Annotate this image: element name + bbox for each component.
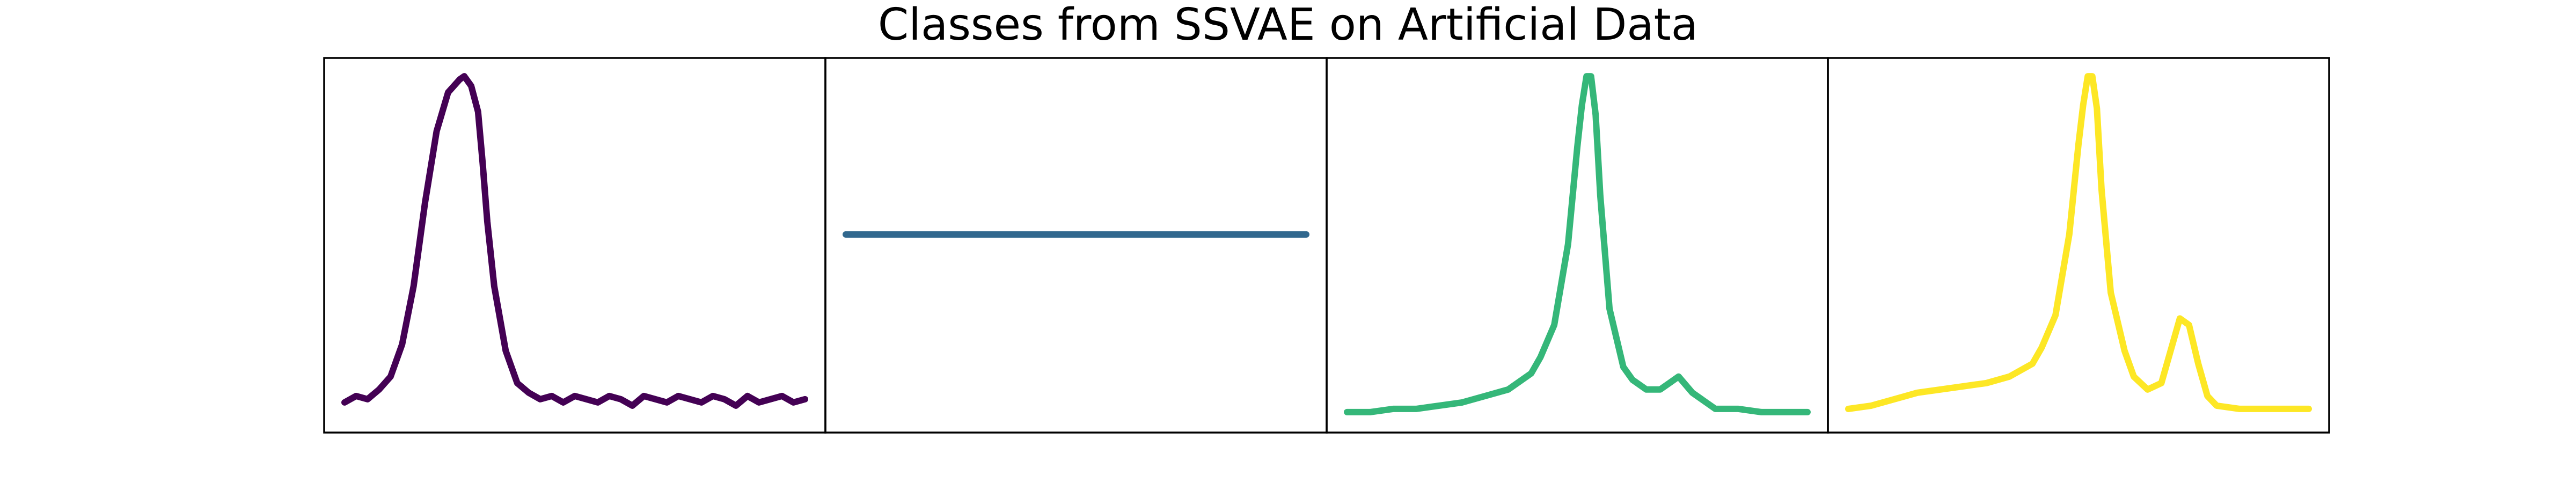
panel-1 <box>323 57 826 434</box>
panel-frame <box>1827 57 2330 434</box>
panels-layer <box>323 57 2330 434</box>
series-line-3 <box>1344 73 1811 415</box>
series-line-4 <box>1845 73 2312 412</box>
panel-3 <box>1326 57 1829 434</box>
panel-frame <box>1326 57 1829 434</box>
chart-title: Classes from SSVAE on Artificial Data <box>878 0 1698 50</box>
panel-4 <box>1827 57 2330 434</box>
panel-frame <box>824 57 1328 434</box>
series-line-1 <box>341 73 808 409</box>
panel-frame <box>323 57 826 434</box>
panel-2 <box>824 57 1328 434</box>
